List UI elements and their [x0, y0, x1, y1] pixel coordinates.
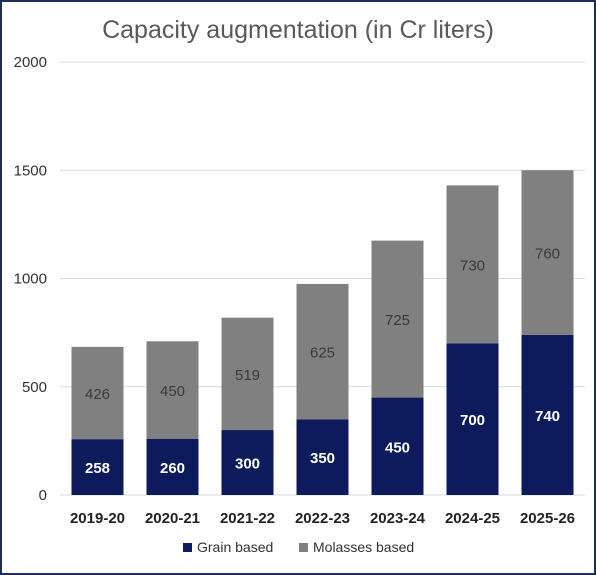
y-tick-label: 2000	[14, 54, 47, 71]
data-label-grain: 258	[85, 460, 110, 477]
bar-grain	[71, 439, 124, 495]
data-label-molasses: 625	[310, 345, 335, 362]
legend-label-molasses: Molasses based	[313, 539, 414, 555]
data-label-molasses: 519	[235, 367, 260, 384]
bar-grain	[146, 438, 199, 495]
chart-title: Capacity augmentation (in Cr liters)	[102, 16, 494, 44]
y-tick-label: 0	[39, 487, 47, 504]
bar-grain	[221, 430, 274, 495]
bar-grain	[296, 419, 349, 495]
bar-molasses	[446, 185, 499, 344]
x-tick-label: 2025-26	[520, 510, 575, 527]
data-label-grain: 700	[460, 412, 485, 429]
bar-molasses	[371, 240, 424, 398]
data-label-grain: 350	[310, 450, 335, 467]
legend-swatch-molasses	[299, 543, 308, 552]
x-tick-label: 2020-21	[145, 510, 200, 527]
x-axis-ticks: 2019-20 2020-21 2021-22 2022-23 2023-24 2024-…	[70, 510, 575, 527]
x-tick-label: 2021-22	[220, 510, 275, 527]
bar-grain	[521, 334, 574, 495]
y-tick-label: 500	[22, 379, 47, 396]
data-label-grain: 450	[385, 439, 410, 456]
y-tick-label: 1500	[14, 162, 47, 179]
data-label-molasses: 426	[85, 386, 110, 403]
y-tick-label: 1000	[14, 271, 47, 288]
data-label-grain: 300	[235, 456, 260, 473]
bar-molasses	[521, 170, 574, 335]
x-tick-label: 2023-24	[370, 510, 426, 527]
bar-molasses	[71, 346, 124, 440]
data-label-molasses: 730	[460, 257, 485, 274]
y-axis-ticks: 0 500 1000 1500 2000	[14, 54, 47, 504]
data-label-molasses: 725	[385, 312, 410, 329]
legend-swatch-grain	[183, 543, 192, 552]
data-label-grain: 740	[535, 408, 560, 425]
bar-molasses	[146, 341, 199, 439]
x-tick-label: 2022-23	[295, 510, 350, 527]
bar-grain	[446, 343, 499, 495]
x-tick-label: 2019-20	[70, 510, 125, 527]
data-label-molasses: 450	[160, 383, 185, 400]
bar-molasses	[296, 283, 349, 420]
x-tick-label: 2024-25	[445, 510, 500, 527]
data-label-molasses: 760	[535, 246, 560, 263]
data-label-grain: 260	[160, 460, 185, 477]
bars: 258 426 260 450 300 519 350 625 450 725 700 730 740 7…	[71, 170, 574, 495]
bar-molasses	[221, 317, 274, 431]
legend: Grain based Molasses based	[183, 539, 414, 555]
bar-grain	[371, 397, 424, 495]
legend-label-grain: Grain based	[197, 539, 273, 555]
